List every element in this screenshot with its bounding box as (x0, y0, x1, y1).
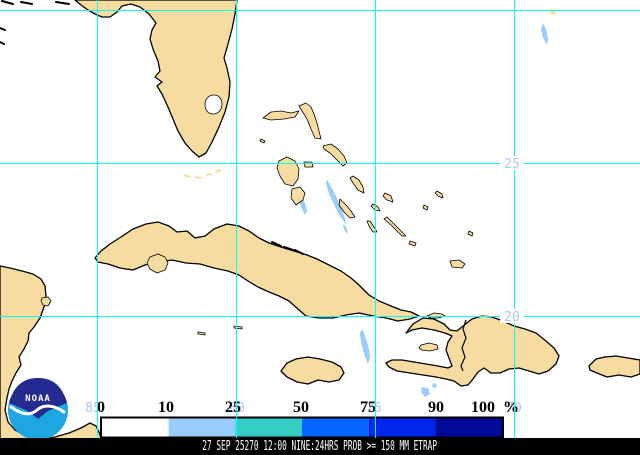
new-providence-island (303, 161, 314, 168)
florida-landmass (74, 0, 238, 158)
topright-islet (549, 9, 556, 15)
lat-label-20-halo (500, 309, 524, 323)
bank-edge-island (338, 198, 356, 219)
colorbar-ticks: 0 10 25 50 75 90 100 % (97, 399, 519, 416)
shallow-water-areas (299, 23, 548, 397)
abaco-island (298, 102, 322, 140)
lat-label-25-halo (500, 156, 524, 170)
tick-25: 25 (225, 399, 241, 416)
lon-label-85w: 85 (85, 401, 101, 416)
topright-shallow-sliver (541, 23, 548, 45)
cuba-north-cays (271, 241, 304, 255)
isla-juventud (146, 253, 169, 274)
andros-island-north (276, 156, 300, 187)
tick-0: 0 (97, 399, 105, 416)
colorbar-seg-10-25 (168, 418, 236, 437)
noaa-logo: NOAA (8, 378, 68, 440)
latitude-labels: 25 20 (500, 156, 524, 325)
gulf-coast-slivers (0, 0, 70, 45)
cozumel-island (40, 296, 52, 307)
tick-90: 90 (428, 399, 444, 416)
gonave-island (418, 342, 439, 352)
tick-75: 75 (360, 399, 376, 416)
tick-100: 100 (471, 399, 495, 416)
colorbar-seg-25-50 (235, 418, 302, 437)
lon-label-75w: 75 (366, 401, 382, 416)
colorbar-border (100, 416, 504, 439)
bahama-bank-shallow (326, 180, 346, 224)
eleuthera-island (322, 143, 348, 167)
caption-text: 27 SEP 25270 12:00 NINE:24HRS PROB >= 15… (202, 439, 438, 454)
windward-passage-shallow (360, 329, 370, 364)
south-shallow-dots (421, 383, 437, 397)
caption-bar: 27 SEP 25270 12:00 NINE:24HRS PROB >= 15… (0, 438, 640, 455)
colorbar-seg-90-100 (435, 418, 502, 437)
hispaniola-landmass (385, 315, 560, 387)
florida-keys (184, 169, 221, 179)
yucatan-landmass (0, 265, 102, 455)
lat-label-20n: 20 (504, 310, 520, 325)
puerto-rico-landmass (588, 355, 640, 378)
tick-50: 50 (293, 399, 309, 416)
lat-label-25n: 25 (504, 157, 520, 172)
graticule (0, 0, 640, 438)
tortue-island (426, 312, 446, 319)
noaa-logo-sky-shape (9, 378, 67, 419)
tick-10: 10 (158, 399, 174, 416)
cayman-islands (197, 325, 243, 336)
bahama-cays (259, 138, 474, 269)
haiti-dr-border (460, 319, 467, 372)
colorbar-seg-0-10 (102, 418, 169, 437)
noaa-logo-seagull-icon (9, 404, 66, 416)
andros-island-south (290, 186, 306, 206)
colorbar-legend (100, 416, 504, 439)
grand-bahama-island (262, 110, 300, 121)
small-bank-shallow (343, 224, 348, 234)
lake-okeechobee (204, 94, 223, 115)
noaa-logo-text: NOAA (25, 394, 51, 404)
cuba-landmass (94, 221, 420, 322)
jamaica-landmass (280, 356, 345, 385)
percent-unit-label: % (503, 399, 519, 416)
colorbar-seg-50-75 (302, 418, 369, 437)
colorbar-seg-75-90 (368, 418, 436, 437)
